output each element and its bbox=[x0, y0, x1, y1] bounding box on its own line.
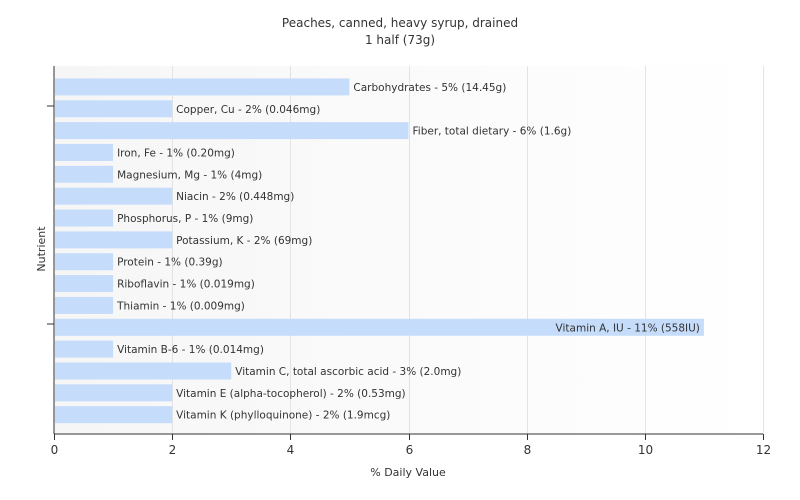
bar-label: Vitamin E (alpha-tocopherol) - 2% (0.53m… bbox=[176, 388, 406, 400]
x-tick-label: 2 bbox=[169, 443, 177, 457]
bar-label: Carbohydrates - 5% (14.45g) bbox=[353, 82, 506, 94]
bar bbox=[55, 143, 114, 161]
bar bbox=[55, 78, 350, 96]
bars: Carbohydrates - 5% (14.45g) Copper, Cu - … bbox=[55, 78, 704, 424]
x-axis-ticks: 0 2 4 6 8 10 12 bbox=[51, 434, 771, 457]
bar bbox=[55, 209, 114, 227]
bar-label: Vitamin C, total ascorbic acid - 3% (2.0… bbox=[235, 366, 461, 378]
bar-label: Niacin - 2% (0.448mg) bbox=[176, 191, 294, 203]
bar-label: Riboflavin - 1% (0.019mg) bbox=[117, 279, 255, 291]
x-tick-label: 8 bbox=[524, 443, 532, 457]
bar-label: Iron, Fe - 1% (0.20mg) bbox=[117, 147, 235, 159]
bar-label: Vitamin K (phylloquinone) - 2% (1.9mcg) bbox=[176, 410, 390, 422]
x-tick-label: 0 bbox=[51, 443, 59, 457]
chart-title: Peaches, canned, heavy syrup, drained bbox=[282, 16, 518, 30]
x-tick-label: 12 bbox=[756, 443, 771, 457]
x-tick-label: 4 bbox=[287, 443, 295, 457]
bar bbox=[55, 362, 232, 380]
bar-label: Magnesium, Mg - 1% (4mg) bbox=[117, 169, 262, 181]
x-tick-label: 6 bbox=[406, 443, 414, 457]
bar bbox=[55, 165, 114, 183]
y-axis-label: Nutrient bbox=[35, 226, 48, 272]
bar-label: Copper, Cu - 2% (0.046mg) bbox=[176, 104, 320, 116]
bar bbox=[55, 340, 114, 358]
bar-label: Potassium, K - 2% (69mg) bbox=[176, 235, 312, 247]
bar bbox=[55, 406, 173, 424]
bar bbox=[55, 384, 173, 402]
bar-label: Fiber, total dietary - 6% (1.6g) bbox=[413, 126, 572, 138]
bar-label: Vitamin A, IU - 11% (558IU) bbox=[556, 322, 700, 334]
bar bbox=[55, 318, 704, 336]
bar-label: Protein - 1% (0.39g) bbox=[117, 257, 223, 269]
bar bbox=[55, 122, 409, 140]
x-tick-label: 10 bbox=[638, 443, 653, 457]
bar bbox=[55, 231, 173, 249]
bar-label: Thiamin - 1% (0.009mg) bbox=[116, 300, 245, 312]
bar bbox=[55, 100, 173, 118]
x-axis-label: % Daily Value bbox=[370, 466, 446, 479]
bar bbox=[55, 296, 114, 314]
bar bbox=[55, 253, 114, 271]
bar bbox=[55, 275, 114, 293]
bar-label: Phosphorus, P - 1% (9mg) bbox=[117, 213, 253, 225]
chart-subtitle: 1 half (73g) bbox=[365, 33, 435, 47]
bar bbox=[55, 187, 173, 205]
bar-label: Vitamin B-6 - 1% (0.014mg) bbox=[117, 344, 264, 356]
